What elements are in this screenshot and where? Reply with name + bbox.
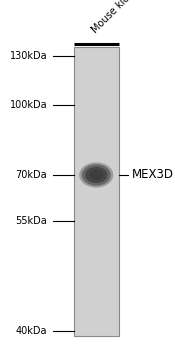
Text: 70kDa: 70kDa [16,170,47,180]
Ellipse shape [85,167,107,183]
Ellipse shape [82,164,111,186]
Ellipse shape [79,162,113,188]
Text: 55kDa: 55kDa [16,216,47,225]
Text: 40kDa: 40kDa [16,326,47,336]
Bar [74,47,119,336]
Text: Mouse kidney: Mouse kidney [90,0,145,35]
Text: 100kDa: 100kDa [10,100,47,110]
Text: 130kDa: 130kDa [10,51,47,61]
Ellipse shape [89,170,103,180]
Text: MEX3D: MEX3D [132,168,174,182]
